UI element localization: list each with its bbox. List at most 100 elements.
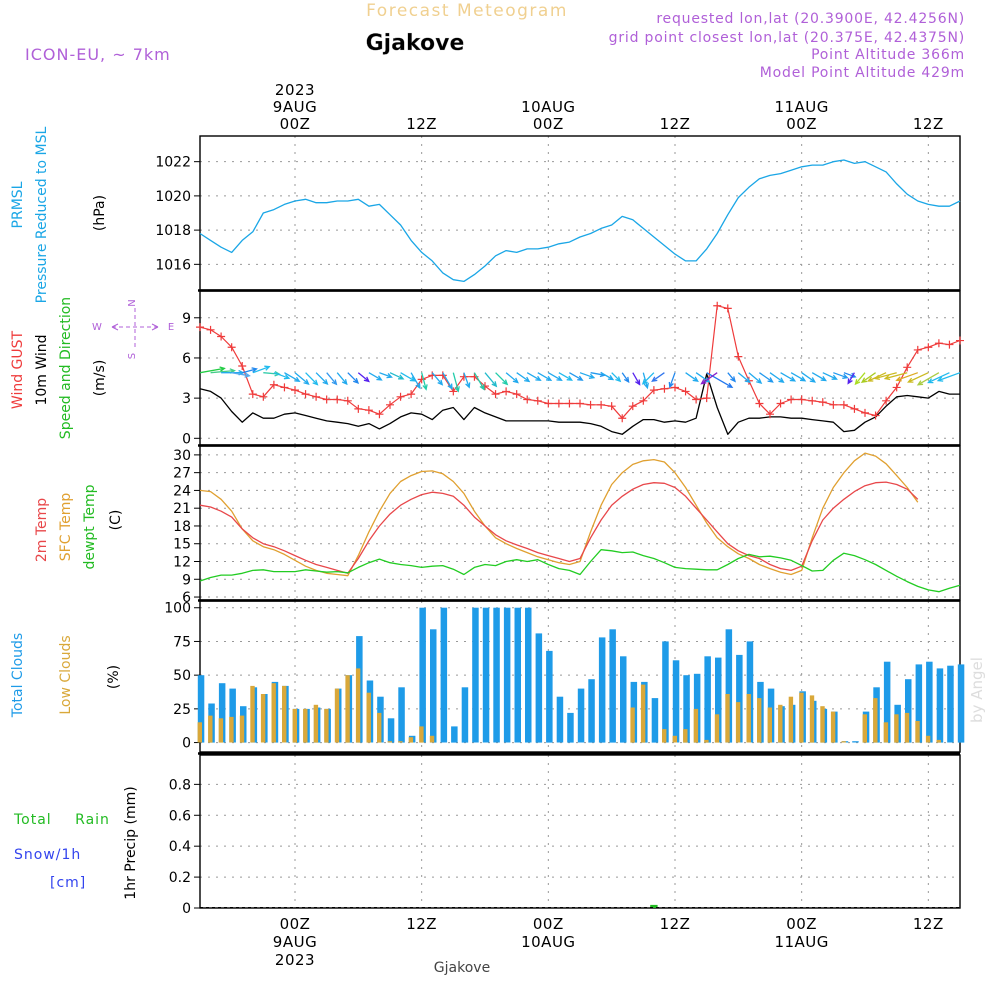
dewpoint-line [199, 549, 961, 593]
total-cloud-bar [503, 607, 511, 743]
wind-arrow [547, 372, 563, 382]
low-cloud-bar [894, 714, 899, 743]
temp-2m-line [199, 481, 919, 574]
bottom-time-label: 12Z [660, 915, 691, 933]
total-cloud-label: Total Clouds [10, 633, 26, 718]
total-cloud-bar [926, 661, 933, 743]
total-cloud-bar [451, 726, 458, 743]
low-cloud-bar [830, 711, 836, 743]
gust-marker [766, 410, 774, 419]
total-cloud-bar [588, 679, 595, 743]
gust-marker [839, 400, 848, 409]
pressure-label-1: PRMSL [10, 181, 26, 228]
wind-arrow [379, 372, 393, 379]
snow-unit: [cm] [50, 875, 86, 891]
ytick-label: 0.6 [169, 808, 191, 824]
ytick-label: 3 [182, 391, 191, 407]
gust-marker [375, 410, 384, 419]
ytick-label: 0.2 [169, 870, 191, 886]
ytick-label: 30 [173, 448, 191, 464]
wind-series [196, 301, 964, 435]
total-cloud-bar [229, 688, 236, 743]
ytick-label: 9 [182, 311, 191, 327]
low-cloud-bar [229, 716, 234, 743]
top-time-label: 9AUG [273, 98, 317, 116]
gust-marker [322, 395, 331, 404]
gust-marker [301, 390, 310, 399]
wind-arrow [199, 366, 226, 374]
low-cloud-bar [704, 739, 709, 743]
low-cloud-bar [683, 729, 688, 743]
low-cloud-bar [788, 696, 794, 743]
total-cloud-bar [461, 687, 469, 743]
total-cloud-bar [525, 607, 532, 743]
wind-arrow [347, 372, 360, 384]
wind-arrow [895, 372, 919, 382]
wind-arrow [252, 365, 271, 374]
low-cloud-bar [767, 707, 772, 743]
gust-marker [227, 343, 236, 352]
compass-rose: N W E S [92, 299, 174, 359]
ytick-label: 27 [173, 466, 191, 482]
wind-arrow [284, 372, 301, 383]
wind-arrow [484, 372, 498, 388]
wind-arrow [769, 372, 785, 383]
wind-arrow [811, 372, 828, 382]
low-cloud-bar [324, 708, 329, 743]
total-cloud-bar [387, 718, 395, 743]
total-cloud-bar [693, 673, 701, 743]
total-cloud-bar [620, 656, 627, 743]
gust-marker [438, 371, 447, 380]
ytick-label: 0.4 [169, 839, 191, 855]
low-cloud-bar [334, 688, 340, 743]
footer-location: Gjakove [434, 960, 490, 976]
total-cloud-bar [936, 668, 944, 743]
wind-arrow [916, 372, 940, 386]
precip-bars [200, 904, 960, 908]
precip-frame [199, 754, 961, 909]
low-cloud-bar [429, 735, 435, 743]
wind-arrow [706, 372, 734, 389]
gust-marker [945, 340, 954, 349]
pressure-label-2: Pressure Reduced to MSL [34, 126, 50, 303]
total-cloud-bar [535, 633, 543, 743]
wind-arrow [463, 372, 471, 389]
low-cloud-bar [408, 737, 414, 743]
low-cloud-bar [883, 722, 889, 743]
ytick-label: 50 [173, 668, 191, 684]
gust-marker [269, 380, 278, 389]
gust-marker [343, 396, 352, 405]
total-cloud-bar [556, 696, 564, 743]
wind-arrow [473, 372, 485, 391]
low-cloud-bar [841, 741, 846, 743]
wind-arrow [400, 372, 417, 382]
compass-n: N [127, 299, 138, 306]
wind-arrow [621, 372, 630, 384]
wind-arrow [907, 372, 929, 383]
ytick-label: 0 [182, 901, 191, 917]
total-rain-label: Total Rain [13, 812, 110, 828]
low-cloud-bar [735, 702, 741, 743]
wind-arrow [442, 372, 453, 390]
wind-arrow [847, 372, 855, 385]
ytick-label: 0 [182, 736, 191, 752]
gust-marker [217, 332, 226, 341]
pressure-panel: 1016 1018 1020 1022 [155, 135, 961, 291]
gust-marker [597, 400, 606, 409]
low-cloud-bar [672, 735, 677, 743]
total-cloud-bar [218, 683, 226, 743]
low-cloud-bar [345, 675, 350, 743]
low-cloud-bar [271, 683, 276, 743]
wind-arrow [273, 372, 291, 380]
gust-marker [702, 394, 711, 403]
wind-arrow [600, 372, 615, 381]
model-altitude: Model Point Altitude 429m [760, 65, 965, 81]
wind-arrow [537, 372, 553, 382]
ytick-label: 1022 [155, 155, 191, 171]
wind-arrow [668, 372, 676, 389]
wind-arrow [854, 372, 866, 386]
wind-arrow [737, 372, 751, 384]
gust-marker [280, 383, 289, 392]
total-cloud-bar [725, 629, 733, 743]
